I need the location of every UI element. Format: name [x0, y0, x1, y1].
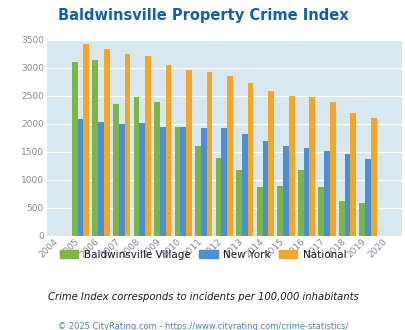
- Bar: [215, 158, 221, 236]
- Text: Baldwinsville Property Crime Index: Baldwinsville Property Crime Index: [58, 8, 347, 23]
- Bar: [92, 60, 98, 236]
- Bar: [104, 49, 109, 236]
- Bar: [364, 159, 370, 236]
- Bar: [200, 128, 206, 236]
- Bar: [139, 123, 145, 236]
- Bar: [262, 141, 268, 236]
- Legend: Baldwinsville Village, New York, National: Baldwinsville Village, New York, Nationa…: [55, 245, 350, 264]
- Bar: [338, 201, 344, 236]
- Bar: [98, 121, 104, 236]
- Bar: [303, 148, 309, 236]
- Bar: [282, 146, 288, 236]
- Text: Crime Index corresponds to incidents per 100,000 inhabitants: Crime Index corresponds to incidents per…: [47, 292, 358, 302]
- Bar: [83, 44, 89, 236]
- Text: © 2025 CityRating.com - https://www.cityrating.com/crime-statistics/: © 2025 CityRating.com - https://www.city…: [58, 322, 347, 330]
- Bar: [358, 203, 364, 236]
- Bar: [288, 96, 294, 236]
- Bar: [256, 186, 262, 236]
- Bar: [113, 104, 119, 236]
- Bar: [297, 170, 303, 236]
- Bar: [350, 113, 355, 236]
- Bar: [185, 70, 192, 236]
- Bar: [318, 186, 323, 236]
- Bar: [145, 56, 150, 236]
- Bar: [221, 128, 227, 236]
- Bar: [174, 127, 180, 236]
- Bar: [309, 97, 314, 236]
- Bar: [236, 170, 241, 236]
- Bar: [277, 186, 282, 236]
- Bar: [133, 97, 139, 236]
- Bar: [370, 117, 376, 236]
- Bar: [119, 124, 124, 236]
- Bar: [72, 62, 77, 236]
- Bar: [206, 72, 212, 236]
- Bar: [77, 119, 83, 236]
- Bar: [329, 102, 335, 236]
- Bar: [124, 53, 130, 236]
- Bar: [323, 151, 329, 236]
- Bar: [195, 146, 200, 236]
- Bar: [241, 134, 247, 236]
- Bar: [247, 83, 253, 236]
- Bar: [160, 127, 165, 236]
- Bar: [227, 76, 232, 236]
- Bar: [165, 65, 171, 236]
- Bar: [180, 127, 185, 236]
- Bar: [154, 102, 160, 236]
- Bar: [268, 91, 273, 236]
- Bar: [344, 154, 350, 236]
